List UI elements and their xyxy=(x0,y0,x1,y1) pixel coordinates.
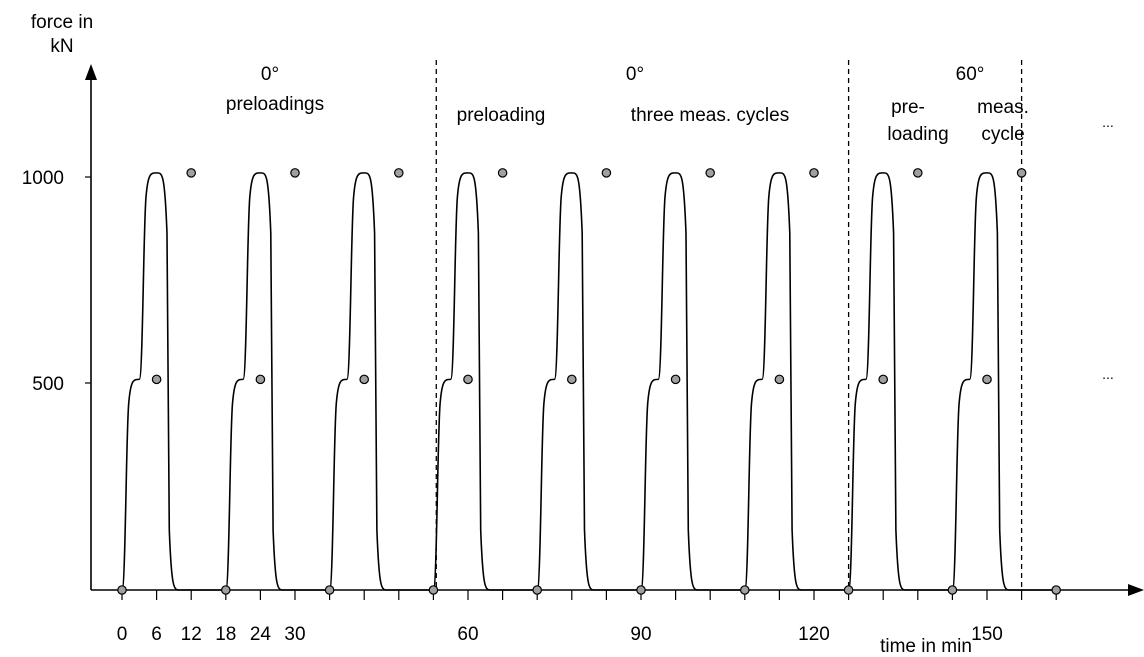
ellipsis-mid: ... xyxy=(1102,366,1114,382)
data-point-marker xyxy=(912,168,923,178)
data-point-marker xyxy=(290,168,300,178)
data-point-marker xyxy=(393,168,404,178)
data-point-marker xyxy=(670,374,681,385)
data-point-marker xyxy=(1016,168,1027,178)
section2-angle: 0° xyxy=(626,64,644,85)
data-point-marker xyxy=(982,374,992,385)
x-tick-label-30: 30 xyxy=(284,624,305,645)
data-point-marker xyxy=(532,585,542,595)
data-markers xyxy=(117,168,1061,595)
ellipsis-top: ... xyxy=(1102,114,1114,130)
section1-angle: 0° xyxy=(261,64,279,85)
x-tick-label-18: 18 xyxy=(215,624,236,645)
data-point-marker xyxy=(221,585,231,595)
data-point-marker xyxy=(878,374,888,385)
data-point-marker xyxy=(809,168,819,178)
data-point-marker xyxy=(255,374,266,385)
section2-note-preloading: preloading xyxy=(457,105,546,126)
phase-boundaries xyxy=(435,60,1023,590)
data-point-marker xyxy=(117,585,127,595)
x-tick-label-120: 120 xyxy=(798,624,830,645)
section3-note-cycle: cycle xyxy=(981,124,1024,145)
y-tick-label-500: 500 xyxy=(32,374,64,395)
x-tick-label-12: 12 xyxy=(181,624,202,645)
data-point-marker xyxy=(636,585,646,595)
x-axis-label: time in min xyxy=(880,636,972,657)
series-line-force xyxy=(121,172,1057,591)
x-tick-label-6: 6 xyxy=(151,624,162,645)
section3-note-meas: meas. xyxy=(977,97,1029,118)
data-point-marker xyxy=(186,168,196,178)
x-ticks xyxy=(121,590,1057,600)
data-point-marker xyxy=(497,168,508,178)
x-tick-label-24: 24 xyxy=(250,624,272,645)
section1-note: preloadings xyxy=(226,94,324,115)
y-axis-arrow xyxy=(85,64,97,80)
x-tick-label-60: 60 xyxy=(457,624,478,645)
data-point-marker xyxy=(705,168,715,178)
section3-angle: 60° xyxy=(956,64,985,85)
data-point-marker xyxy=(774,374,785,385)
x-tick-labels: 0 6 12 18 24 30 60 90 120 150 xyxy=(117,624,1003,645)
data-point-marker xyxy=(601,168,612,178)
data-point-marker xyxy=(739,585,750,595)
data-point-marker xyxy=(843,585,854,595)
x-tick-label-90: 90 xyxy=(630,624,651,645)
x-tick-label-150: 150 xyxy=(971,624,1003,645)
section2-note-cycles: three meas. cycles xyxy=(631,105,789,126)
y-axis-label-line1: force in xyxy=(31,12,93,33)
data-point-marker xyxy=(1051,585,1061,595)
data-point-marker xyxy=(463,374,473,385)
data-point-marker xyxy=(947,585,958,595)
data-point-marker xyxy=(428,585,439,595)
section3-note-loading: loading xyxy=(887,124,948,145)
x-axis-arrow xyxy=(1128,584,1144,596)
data-point-marker xyxy=(151,374,162,385)
section3-note-pre: pre- xyxy=(891,97,925,118)
y-tick-label-1000: 1000 xyxy=(22,168,64,189)
data-point-marker xyxy=(359,374,369,385)
data-point-marker xyxy=(324,585,335,595)
y-axis-label-line2: kN xyxy=(50,36,73,57)
x-tick-label-0: 0 xyxy=(117,624,128,645)
data-point-marker xyxy=(566,374,577,385)
